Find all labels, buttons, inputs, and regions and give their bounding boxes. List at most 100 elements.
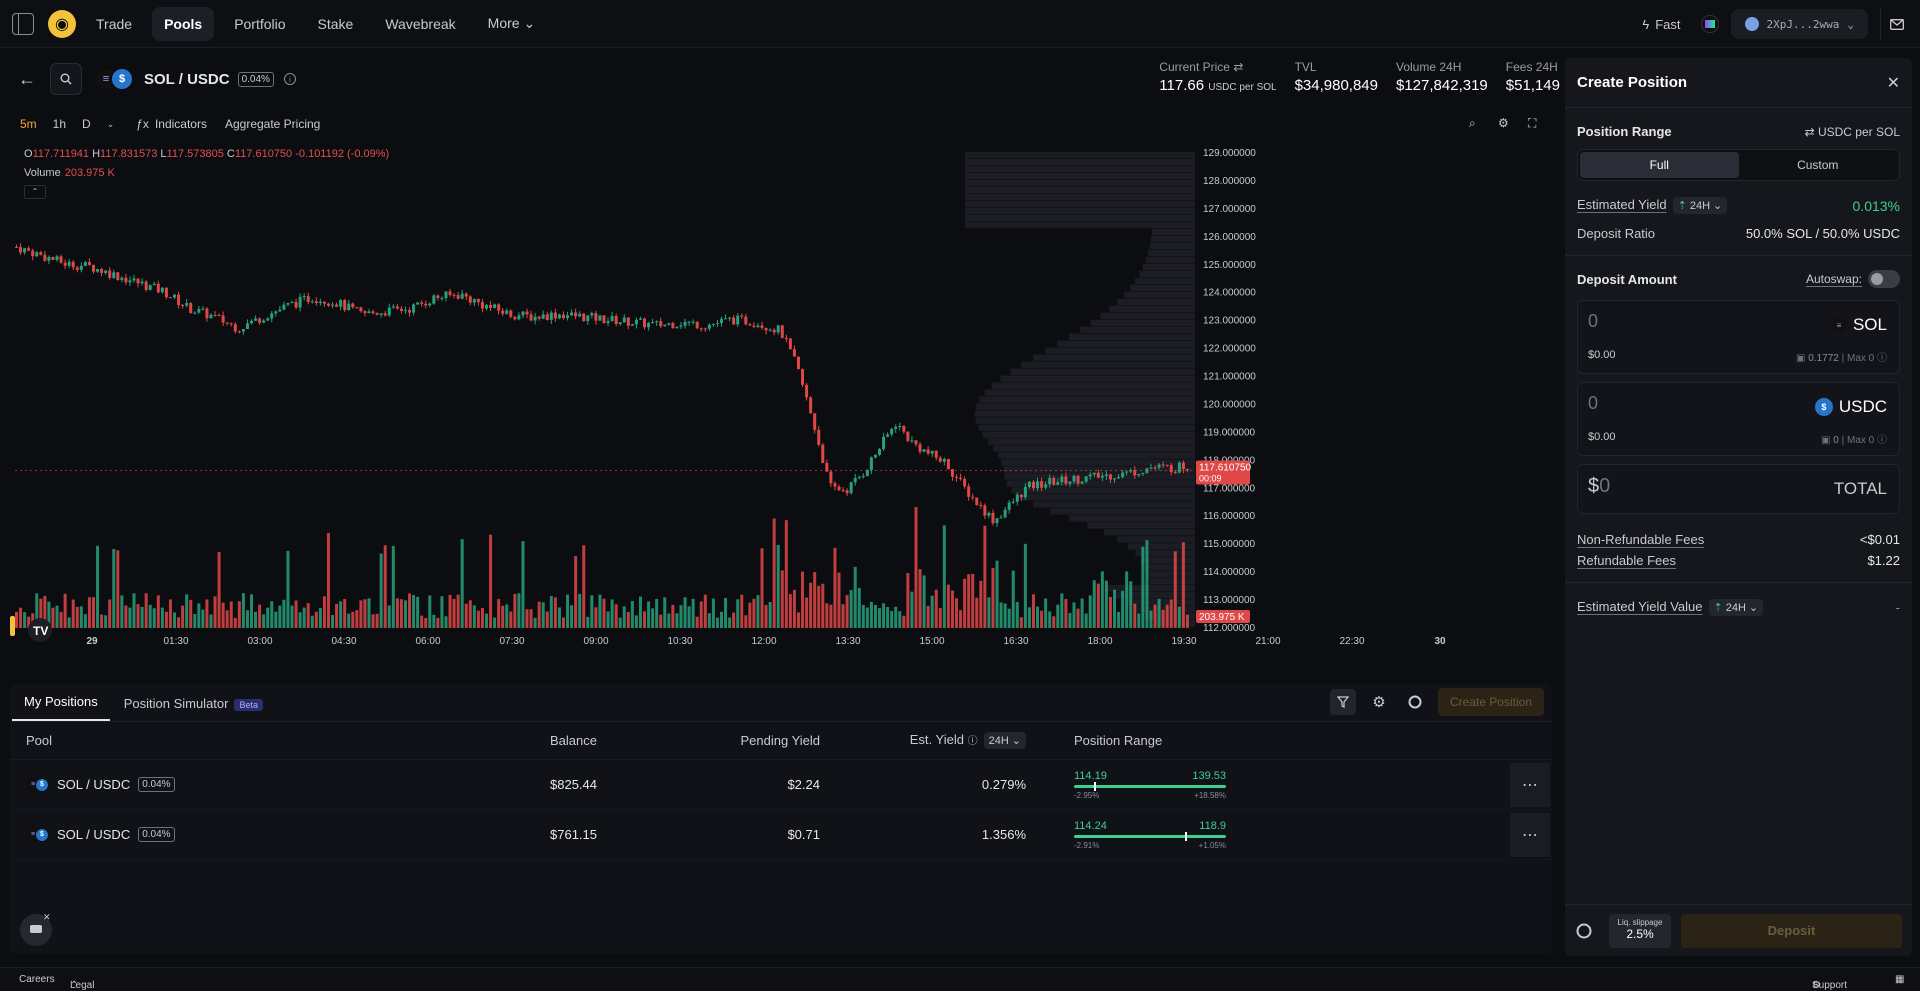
- sol-amount-field[interactable]: 0: [1588, 311, 1599, 331]
- slippage-button[interactable]: Liq. slippage 2.5%: [1609, 913, 1671, 948]
- create-position-button[interactable]: Create Position: [1437, 688, 1544, 716]
- nav-portfolio[interactable]: Portfolio: [234, 15, 286, 32]
- candle-body: [574, 312, 578, 317]
- range-custom-button[interactable]: Custom: [1797, 158, 1839, 172]
- autoswap-toggle[interactable]: [1868, 270, 1900, 288]
- current-price-value: 117.66: [1159, 77, 1205, 94]
- indicators-icon[interactable]: ƒx: [136, 117, 149, 131]
- total-input[interactable]: $0 TOTAL: [1577, 464, 1900, 514]
- candle-body: [691, 321, 695, 323]
- sidebar-toggle-icon[interactable]: [12, 12, 34, 35]
- swap-direction-icon[interactable]: ⇄: [1233, 60, 1244, 74]
- timeframe-dropdown-icon[interactable]: ⌄: [106, 118, 115, 129]
- table-row[interactable]: ≡ $ SOL / USDC 0.04% $825.44 $2.24 0.279% 114.1…: [10, 760, 1552, 810]
- volume-bar: [740, 594, 744, 628]
- range-unit-toggle[interactable]: ⇄ USDC per SOL: [1805, 125, 1900, 139]
- col-pool: Pool: [26, 733, 53, 748]
- collapse-legend-button[interactable]: ⌃: [24, 185, 46, 199]
- est-yield-period-dropdown[interactable]: 24H ⌄: [983, 732, 1026, 750]
- candle-body: [796, 356, 800, 370]
- chat-support-button[interactable]: [20, 914, 52, 946]
- refresh-circle-icon[interactable]: [1402, 689, 1428, 715]
- volume-bar: [124, 605, 128, 628]
- tab-my-positions[interactable]: My Positions: [12, 694, 110, 721]
- fullscreen-icon[interactable]: ⛶: [1528, 116, 1537, 130]
- search-button[interactable]: [50, 63, 82, 95]
- usdc-max-button[interactable]: Max 0: [1846, 435, 1875, 446]
- candle-body: [1064, 476, 1068, 484]
- deposit-button[interactable]: Deposit: [1681, 913, 1902, 948]
- timeframe-1h[interactable]: 1h: [52, 117, 67, 131]
- volume-bar: [1096, 583, 1100, 628]
- yield-value-period-dropdown[interactable]: ⇡ 24H ⌄: [1708, 599, 1764, 616]
- candle-body: [1141, 472, 1145, 474]
- volume-bar: [355, 610, 359, 628]
- volume-bar: [209, 614, 213, 628]
- candle-body: [890, 428, 894, 435]
- volume-bar: [1076, 608, 1080, 628]
- filter-icon[interactable]: [1329, 689, 1356, 715]
- settings-gear-icon[interactable]: ⚙: [1372, 694, 1386, 711]
- sol-deposit-input[interactable]: 0 ≡ SOL $0.00 ▣ 0.1772 | Max 0 ⓘ: [1577, 300, 1900, 374]
- usdc-deposit-input[interactable]: 0 $ USDC $0.00 ▣ 0 | Max 0 ⓘ: [1577, 382, 1900, 456]
- candle-body: [942, 459, 946, 462]
- network-solana-icon[interactable]: [1700, 15, 1719, 33]
- candle-body: [460, 293, 464, 299]
- volume-bar: [96, 545, 100, 628]
- row-more-button[interactable]: ⋯: [1510, 762, 1550, 807]
- app-logo[interactable]: ◉: [48, 9, 76, 38]
- volume-bar: [375, 613, 379, 628]
- panel-title: Create Position: [1577, 74, 1688, 91]
- wallet-button[interactable]: 2XpJ...2wwa ⌄: [1730, 9, 1868, 39]
- x-tick-label: 07:30: [499, 636, 524, 647]
- volume-bar: [987, 597, 991, 628]
- row-more-button[interactable]: ⋯: [1510, 812, 1550, 857]
- sol-token-selector[interactable]: ≡ SOL: [1830, 315, 1887, 335]
- us-flag-icon[interactable]: ▦: [1895, 974, 1905, 985]
- back-arrow-icon[interactable]: ←: [18, 68, 36, 89]
- range-full-button[interactable]: Full: [1580, 152, 1739, 178]
- price-chart[interactable]: 129.000000 128.000000 127.000000 126.000000…: [10, 140, 1550, 668]
- total-amount-field[interactable]: 0: [1599, 475, 1611, 497]
- volume-profile-bar: [1135, 277, 1195, 285]
- volume-bar: [878, 608, 882, 628]
- nav-more[interactable]: More ⌄: [476, 6, 548, 41]
- candle-body: [472, 299, 476, 303]
- tab-position-simulator[interactable]: Position Simulator Beta: [112, 696, 275, 721]
- aggregate-pricing-button[interactable]: Aggregate Pricing: [224, 117, 321, 131]
- estimated-yield-period-dropdown[interactable]: ⇡ 24H ⌄: [1672, 197, 1728, 214]
- info-icon[interactable]: i: [283, 73, 296, 85]
- settings-icon[interactable]: ⚙: [1498, 116, 1509, 130]
- volume-bar: [1141, 546, 1145, 628]
- volume-bar: [784, 520, 788, 628]
- candle-body: [144, 281, 148, 290]
- x-tick-label: 22:30: [1339, 636, 1364, 647]
- close-icon[interactable]: ✕: [1886, 74, 1900, 92]
- mail-icon[interactable]: [1880, 8, 1912, 40]
- candle-body: [651, 322, 655, 324]
- candle-body: [614, 315, 618, 325]
- volume-bar: [505, 604, 509, 628]
- nav-pools[interactable]: Pools: [152, 6, 215, 41]
- timeframe-5m[interactable]: 5m: [20, 117, 37, 131]
- table-row[interactable]: ≡ $ SOL / USDC 0.04% $761.15 $0.71 1.356% 114.2…: [10, 810, 1552, 860]
- sol-max-button[interactable]: Max 0: [1846, 353, 1875, 364]
- candle-body: [497, 304, 501, 311]
- nav-stake[interactable]: Stake: [317, 15, 354, 32]
- nav-wavebreak[interactable]: Wavebreak: [385, 15, 456, 32]
- usdc-amount-field[interactable]: 0: [1588, 393, 1599, 413]
- close-chat-icon[interactable]: ✕: [43, 912, 51, 922]
- fast-mode-button[interactable]: ϟ Fast: [1642, 17, 1680, 32]
- timeframe-d[interactable]: D: [82, 117, 91, 131]
- refresh-circle-icon[interactable]: [1575, 922, 1593, 940]
- indicators-button[interactable]: Indicators: [154, 117, 207, 131]
- usdc-token-selector[interactable]: $ USDC: [1814, 397, 1887, 417]
- volume-bar: [655, 598, 659, 628]
- candle-body: [335, 304, 339, 307]
- zoom-icon[interactable]: ⌕: [1469, 116, 1476, 130]
- nav-trade[interactable]: Trade: [96, 15, 133, 32]
- careers-link[interactable]: Careers: [19, 974, 55, 985]
- candle-body: [383, 313, 387, 316]
- candle-body: [987, 512, 991, 516]
- candle-body: [602, 315, 606, 324]
